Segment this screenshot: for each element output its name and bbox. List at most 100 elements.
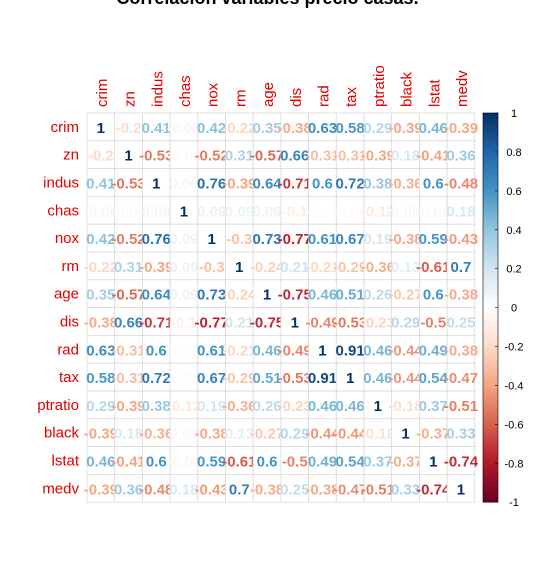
cell-value: -0.43: [195, 481, 229, 498]
cell-value: -0.38: [278, 120, 312, 137]
heatmap-cell: [280, 168, 309, 197]
heatmap-cell: [335, 334, 365, 364]
cell-value: -0.18: [361, 426, 395, 443]
heatmap-cell: [335, 140, 365, 170]
row-label-rad: rad: [57, 341, 79, 358]
cell-value: -0.41: [111, 454, 145, 471]
cell-value: -0.57: [250, 148, 284, 165]
cell-value: 0.64: [142, 287, 172, 304]
heatmap-cell: [391, 140, 420, 170]
heatmap-cell: [86, 390, 116, 420]
cell-value: -0.39: [388, 120, 422, 137]
cell-value: -0.38: [388, 231, 422, 248]
cell-value: -0.01: [167, 342, 201, 359]
cell-value: 0.49: [308, 454, 337, 471]
cell-value: -0.39: [361, 148, 395, 165]
column-label-crim: crim: [94, 79, 111, 107]
heatmap-cell: [252, 446, 282, 475]
cell-value: 0.58: [86, 370, 115, 387]
cell-value: 0.38: [142, 398, 171, 415]
column-label-indus: indus: [149, 71, 166, 107]
column-label-tax: tax: [343, 86, 360, 107]
cell-value: 0.46: [363, 370, 392, 387]
cell-value: -0.1: [171, 315, 197, 332]
heatmap-cell: [114, 195, 143, 225]
cell-value: 0.29: [280, 426, 309, 443]
heatmap-cell: [391, 195, 420, 225]
cell-value: 0.66: [114, 315, 143, 332]
heatmap-cell: [418, 362, 448, 392]
heatmap-cell: [114, 112, 143, 142]
cell-value: 0.67: [197, 370, 226, 387]
cell-value: 0.26: [252, 398, 281, 415]
cell-value: 1: [235, 259, 243, 276]
heatmap-cell: [114, 168, 143, 197]
cell-value: 1: [318, 342, 326, 359]
cell-value: -0.21: [305, 259, 339, 276]
cell-value: 0.31: [114, 259, 143, 276]
cell-value: -0.39: [84, 426, 118, 443]
heatmap-cell: [86, 140, 116, 170]
heatmap-cell: [391, 390, 420, 420]
cell-value: -0.43: [444, 231, 478, 248]
heatmap-cell: [86, 279, 116, 308]
heatmap-cell: [197, 473, 226, 503]
cell-value: 1: [97, 120, 105, 137]
cell-value: -0.53: [111, 176, 145, 193]
cell-value: 0.6: [257, 454, 278, 471]
cell-value: -0.04: [111, 203, 146, 220]
cell-value: -0.53: [278, 370, 312, 387]
heatmap-cell: [446, 446, 476, 475]
cell-value: -0.29: [222, 370, 256, 387]
heatmap-cell: [280, 112, 309, 142]
cell-value: 0.25: [446, 315, 475, 332]
heatmap-cell: [363, 473, 393, 503]
heatmap-cell: [446, 279, 476, 308]
cell-value: 0.76: [142, 231, 171, 248]
cell-value: 0.06: [169, 176, 198, 193]
row-label-tax: tax: [59, 369, 80, 386]
heatmap-cell: [418, 390, 448, 420]
heatmap-cell: [141, 140, 171, 170]
column-label-rm: rm: [232, 90, 249, 108]
cell-value: 0.91: [308, 370, 337, 387]
cell-value: 0.29: [86, 398, 115, 415]
cell-value: -0.74: [416, 481, 451, 498]
row-label-crim: crim: [51, 119, 79, 136]
cell-value: -0.75: [278, 287, 312, 304]
cell-value: 0.09: [225, 203, 254, 220]
column-label-ptratio: ptratio: [371, 65, 388, 107]
heatmap-cell: [169, 195, 199, 225]
color-bar-tick-label: 0: [511, 303, 517, 315]
cell-value: -0.51: [444, 398, 478, 415]
cell-value: 1: [429, 454, 437, 471]
cell-value: -0.39: [111, 398, 145, 415]
cell-value: 0.63: [86, 342, 115, 359]
heatmap-cell: [446, 223, 476, 253]
cell-value: -0.52: [111, 231, 145, 248]
heatmap-cell: [280, 362, 309, 392]
cell-value: 0.35: [86, 287, 115, 304]
cell-value: -0.38: [305, 481, 339, 498]
cell-value: 0.61: [308, 231, 337, 248]
heatmap-cell: [446, 251, 476, 281]
cell-value: 0.41: [142, 120, 171, 137]
cell-value: -0.22: [222, 120, 256, 137]
cell-value: 0.64: [252, 176, 282, 193]
cell-value: -0.71: [278, 176, 312, 193]
cell-value: -0.31: [111, 342, 145, 359]
cell-value: -0.57: [111, 287, 145, 304]
cell-value: 0.59: [419, 231, 448, 248]
column-label-chas: chas: [177, 75, 194, 107]
cell-value: 0.54: [336, 454, 366, 471]
cell-value: -0.36: [139, 426, 173, 443]
heatmap-cell: [391, 362, 420, 392]
cell-value: 0.6: [146, 342, 167, 359]
cell-value: 0.51: [252, 370, 281, 387]
heatmap-cell: [169, 279, 199, 308]
cell-value: 0.21: [225, 315, 254, 332]
cell-value: 0.46: [252, 342, 281, 359]
cell-value: 0.49: [419, 342, 448, 359]
cell-value: -0.38: [444, 342, 478, 359]
